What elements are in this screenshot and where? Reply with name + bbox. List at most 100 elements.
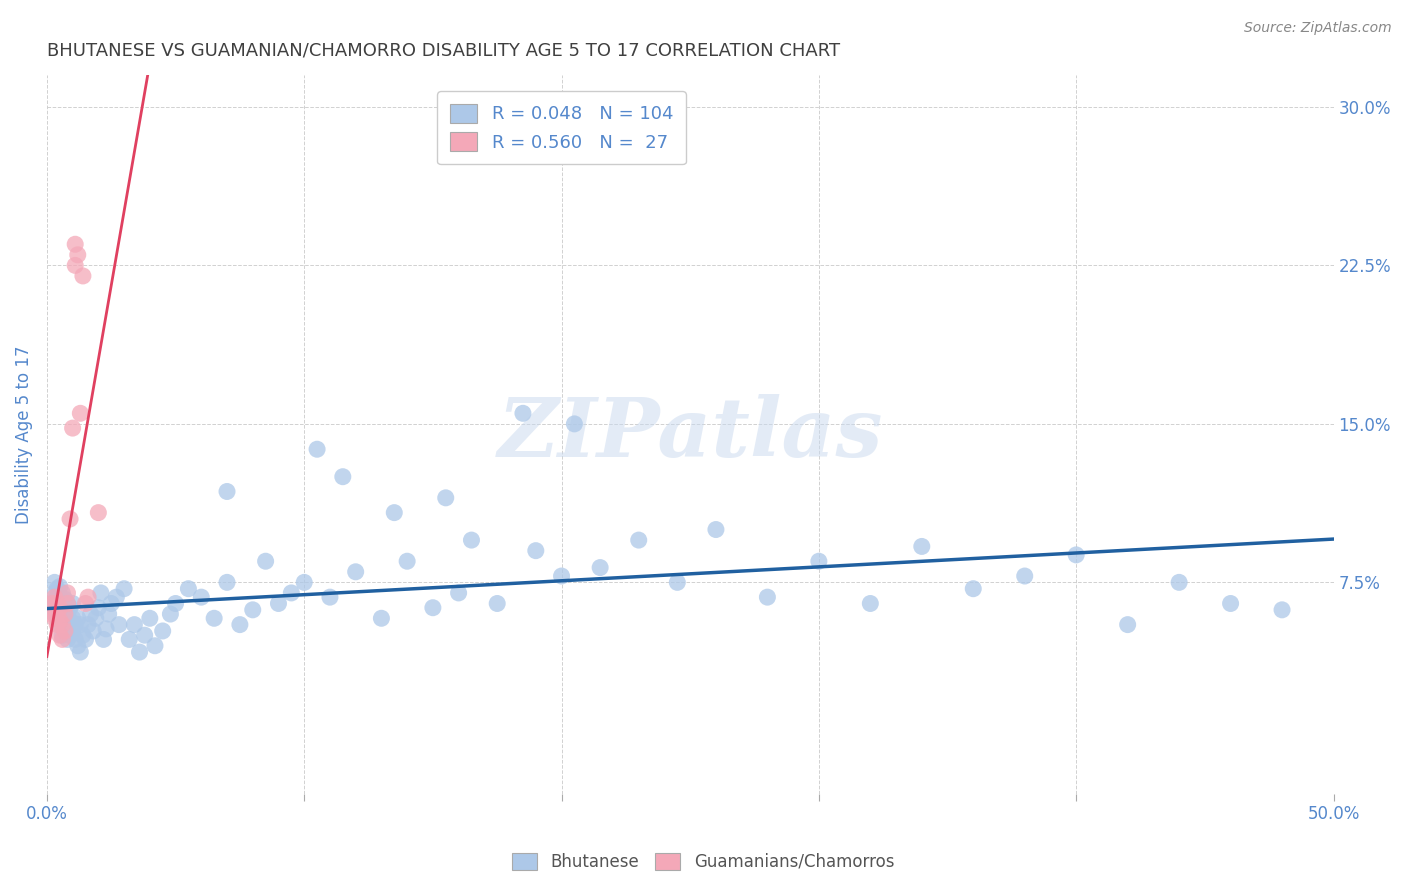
Point (79, 607, 101, 621)
Point (139, 611, 162, 625)
Point (59, 600, 82, 615)
Point (46, 617, 69, 632)
Text: Source: ZipAtlas.com: Source: ZipAtlas.com (1244, 21, 1392, 35)
Point (72, 628, 94, 642)
Point (69, 406, 91, 420)
Point (49, 600, 72, 615)
Point (53, 611, 76, 625)
Point (53, 600, 76, 615)
Point (44, 586, 66, 600)
Point (112, 582, 135, 596)
Point (51, 603, 73, 617)
Point (51, 586, 73, 600)
Point (105, 590, 128, 604)
Point (177, 582, 200, 596)
Point (62, 597, 84, 611)
Point (53, 607, 76, 621)
Point (44, 575, 66, 590)
Point (41, 597, 63, 611)
Point (49, 617, 72, 632)
Point (49, 628, 72, 642)
Point (44, 590, 66, 604)
Point (859, 597, 882, 611)
Point (666, 575, 689, 590)
Point (77, 617, 100, 632)
Point (53, 624, 76, 638)
Point (56, 597, 79, 611)
Point (124, 617, 146, 632)
Point (62, 624, 84, 638)
Point (49, 600, 72, 615)
Point (63, 237, 86, 252)
Point (41, 607, 63, 621)
Legend: Bhutanese, Guamanians/Chamorros: Bhutanese, Guamanians/Chamorros (503, 845, 903, 880)
Point (82, 624, 104, 638)
Point (63, 632, 86, 647)
Point (486, 597, 509, 611)
Point (254, 554, 277, 568)
Point (46, 590, 69, 604)
Point (911, 540, 934, 554)
Point (63, 259, 86, 273)
Point (382, 506, 405, 520)
Point (46, 582, 69, 596)
Point (46, 600, 69, 615)
Point (332, 469, 354, 483)
Point (44, 600, 66, 615)
Point (66, 248, 89, 262)
Point (280, 586, 302, 600)
Point (627, 533, 650, 547)
Point (90, 586, 112, 600)
Point (370, 611, 392, 625)
Point (49, 614, 72, 628)
Point (512, 406, 534, 420)
Point (49, 607, 72, 621)
Point (51, 628, 73, 642)
Point (44, 607, 66, 621)
Legend: R = 0.048   N = 104, R = 0.560   N =  27: R = 0.048 N = 104, R = 0.560 N = 27 (437, 91, 686, 164)
Point (62, 421, 84, 435)
Point (202, 611, 225, 625)
Point (1219, 597, 1241, 611)
Text: ZIPatlas: ZIPatlas (498, 394, 883, 475)
Point (66, 639, 89, 653)
Point (1116, 617, 1139, 632)
Point (564, 417, 586, 431)
Point (108, 617, 131, 632)
Point (87, 600, 110, 615)
Point (51, 617, 73, 632)
Point (267, 597, 290, 611)
Point (51, 614, 73, 628)
Point (422, 600, 444, 615)
Point (152, 624, 174, 638)
Point (344, 565, 367, 579)
Text: BHUTANESE VS GUAMANIAN/CHAMORRO DISABILITY AGE 5 TO 17 CORRELATION CHART: BHUTANESE VS GUAMANIAN/CHAMORRO DISABILI… (46, 42, 839, 60)
Point (524, 543, 547, 558)
Point (69, 617, 91, 632)
Point (63, 617, 86, 632)
Point (94, 622, 117, 636)
Point (46, 611, 69, 625)
Point (242, 603, 264, 617)
Point (1014, 569, 1036, 583)
Point (165, 597, 187, 611)
Point (215, 575, 238, 590)
Point (59, 614, 82, 628)
Point (128, 645, 150, 659)
Point (84, 611, 107, 625)
Point (215, 484, 238, 499)
Point (143, 639, 166, 653)
Point (159, 607, 181, 621)
Point (447, 586, 470, 600)
Point (550, 569, 572, 583)
Point (307, 442, 329, 457)
Point (51, 632, 73, 647)
Point (97, 607, 120, 621)
Point (69, 645, 91, 659)
Point (56, 597, 79, 611)
Point (56, 617, 79, 632)
Point (589, 560, 612, 574)
Point (118, 632, 141, 647)
Point (46, 607, 69, 621)
Point (319, 590, 342, 604)
